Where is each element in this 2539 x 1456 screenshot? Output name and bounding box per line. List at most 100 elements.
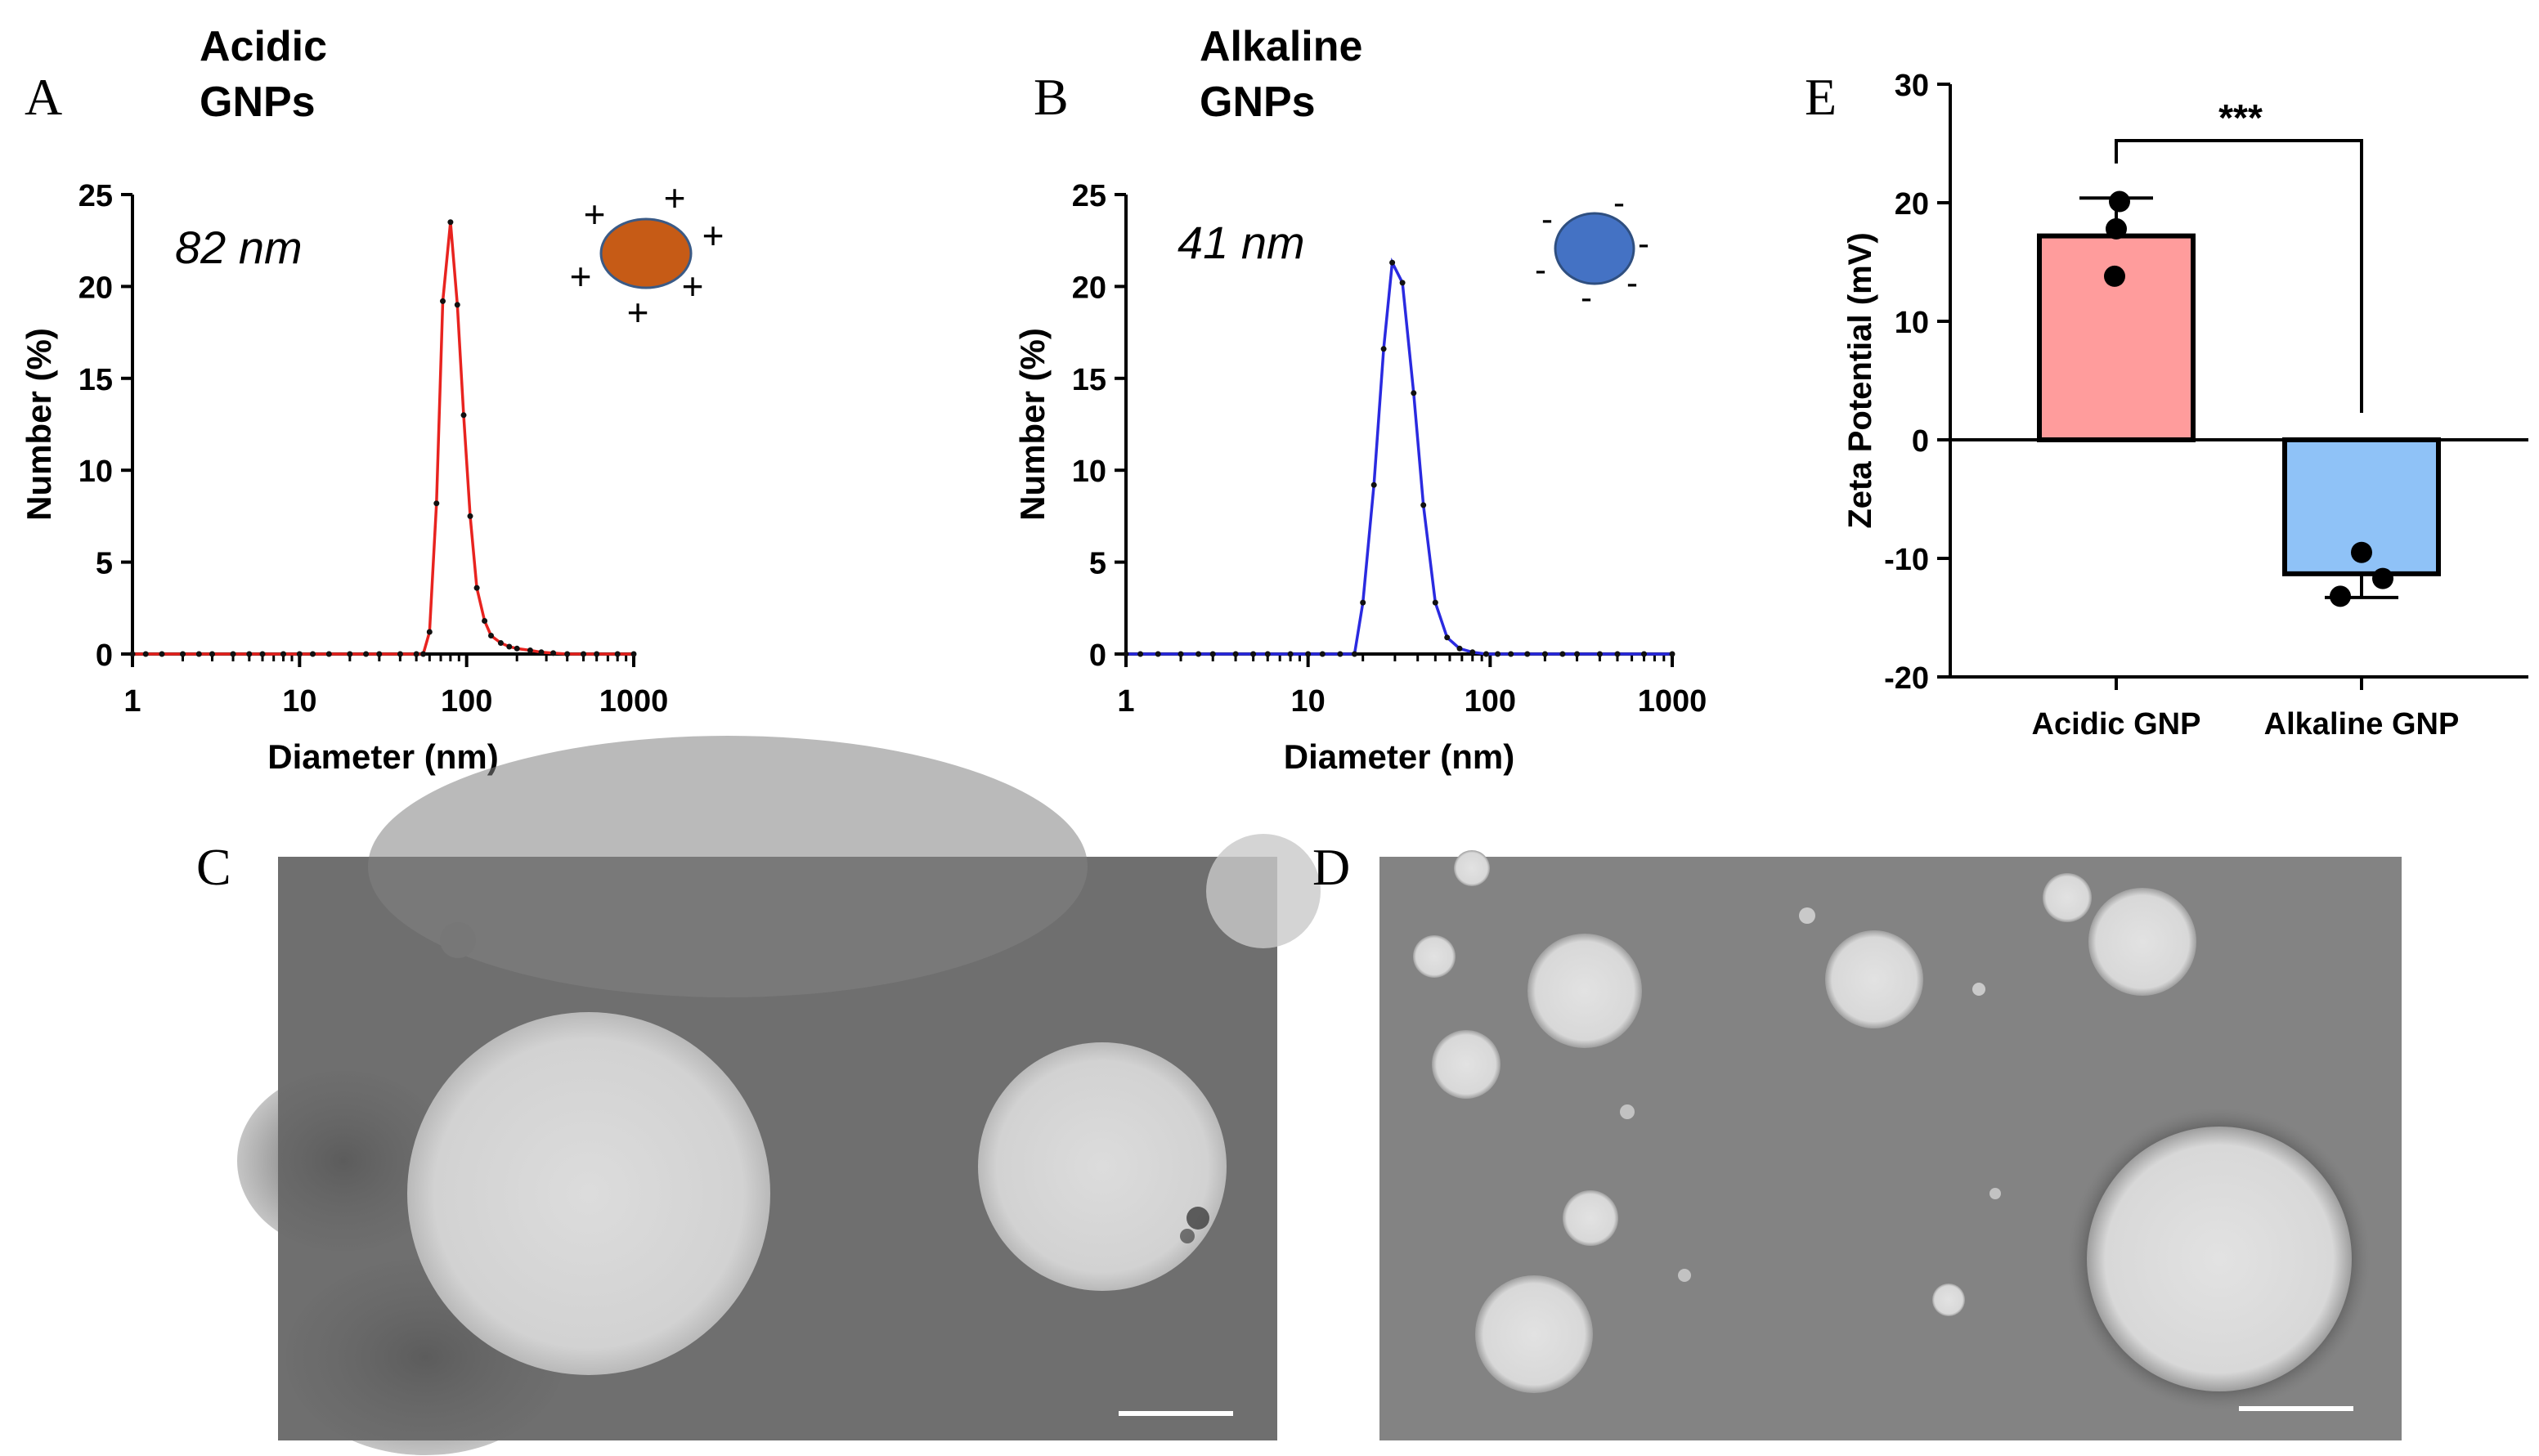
data-point	[1250, 651, 1257, 657]
scale-bar	[2239, 1406, 2353, 1411]
data-point	[488, 633, 494, 638]
data-point	[1370, 482, 1377, 488]
data-point	[420, 651, 427, 657]
data-point	[397, 651, 403, 657]
data-point	[1574, 651, 1581, 657]
charge-sign: +	[627, 291, 649, 334]
x-tick-label: 1000	[599, 684, 669, 719]
x-axis-label: Diameter (nm)	[267, 737, 498, 776]
x-tick-label: 10	[282, 684, 316, 719]
zeta-potential-chart: -20 -10 0 10 20 30 Zeta Potential (mV) Acidic G…	[1842, 69, 2528, 741]
data-point	[1483, 651, 1489, 657]
x-tick-label: 1000	[1638, 684, 1707, 719]
y-axis-label: Zeta Potential (mV)	[1842, 232, 1878, 528]
data-point	[1596, 651, 1603, 657]
y-axis-label: Number (%)	[20, 328, 58, 521]
y-tick-label: -20	[1884, 661, 1929, 696]
dls-chart-alkaline: 0 5 10 15 20 25 1 10 100 1000 Diameter (nm) Number …	[1013, 179, 1707, 776]
data-point	[1287, 651, 1294, 657]
scale-bar	[1119, 1411, 1233, 1416]
data-point	[514, 645, 520, 652]
panel-a: A Acidic GNPs 82 nm + + + + + + 0 5 10 15 20…	[20, 23, 724, 776]
series-line	[1126, 258, 1672, 656]
charge-sign: +	[664, 177, 686, 219]
data-point	[1444, 634, 1451, 641]
data-point	[454, 302, 460, 308]
significance-bracket	[2115, 139, 2363, 413]
data-point	[1559, 651, 1566, 657]
data-point	[1352, 651, 1357, 657]
data-point	[482, 618, 488, 624]
data-point	[159, 651, 165, 657]
data-point	[1195, 651, 1202, 657]
panel-a-size-label: 82 nm	[175, 222, 303, 273]
data-point	[2351, 541, 2372, 563]
y-tick-label: 30	[1895, 69, 1929, 103]
charge-sign: -	[1535, 250, 1546, 289]
y-tick-label: 10	[1072, 455, 1106, 489]
y-tick-label: 10	[1895, 306, 1929, 340]
negative-particle-icon: - - - - - -	[1535, 183, 1649, 316]
data-point	[1337, 651, 1344, 657]
data-point	[460, 412, 467, 419]
data-point	[347, 651, 353, 657]
charge-sign: -	[1613, 183, 1625, 222]
x-tick-label: 1	[1117, 684, 1134, 719]
data-point	[1319, 651, 1326, 657]
data-point	[1264, 651, 1271, 657]
charge-sign: +	[702, 214, 724, 257]
data-point	[310, 651, 316, 657]
data-point	[2330, 585, 2351, 607]
series-line	[132, 222, 634, 656]
y-tick-label: 25	[1072, 179, 1106, 213]
data-point	[413, 651, 419, 657]
data-point	[2372, 567, 2393, 589]
data-point	[1669, 651, 1675, 657]
data-point	[1178, 651, 1184, 657]
panel-c: C	[196, 736, 1321, 1455]
y-tick-label: 5	[1089, 547, 1106, 581]
x-tick-label: 100	[441, 684, 492, 719]
data-point	[614, 651, 621, 657]
data-point	[1614, 651, 1621, 657]
x-tick-label: Acidic GNP	[2032, 707, 2201, 741]
data-point	[1123, 651, 1129, 657]
panel-b-size-label: 41 nm	[1178, 217, 1305, 268]
charge-sign: -	[1541, 199, 1553, 238]
panel-b: B Alkaline GNPs 41 nm - - - - - - 0 5 10 15…	[1013, 23, 1707, 776]
data-point	[296, 651, 303, 657]
y-tick-label: 10	[79, 455, 113, 489]
y-tick-label: 15	[1072, 363, 1106, 397]
liposome-small	[978, 1042, 1227, 1291]
panel-d: D	[1312, 838, 2402, 1440]
data-point	[1469, 649, 1476, 656]
data-point	[426, 629, 433, 635]
x-tick-label: 1	[123, 684, 141, 719]
x-tick-label: 100	[1465, 684, 1516, 719]
panel-b-heading-line2: GNPs	[1200, 78, 1316, 126]
liposome-large	[407, 1012, 770, 1375]
data-point	[195, 651, 202, 657]
data-point	[230, 651, 236, 657]
data-point	[594, 651, 600, 657]
charge-sign: -	[1638, 224, 1649, 262]
data-point	[1495, 651, 1501, 657]
data-point	[1411, 390, 1417, 396]
tem-image-acidic	[237, 736, 1321, 1455]
data-point	[433, 500, 440, 507]
panel-d-letter: D	[1312, 838, 1350, 896]
x-tick-label: 10	[1291, 684, 1326, 719]
y-tick-label: 0	[1089, 638, 1106, 673]
data-point	[180, 651, 186, 657]
data-point	[1524, 651, 1531, 657]
data-point	[1380, 346, 1387, 352]
data-point	[506, 643, 513, 650]
y-tick-label: 0	[1912, 424, 1929, 459]
data-point	[376, 651, 383, 657]
data-point	[1641, 651, 1647, 657]
data-point	[1541, 651, 1548, 657]
data-point	[538, 649, 545, 656]
data-point	[473, 585, 480, 591]
charge-sign: -	[1626, 263, 1638, 302]
